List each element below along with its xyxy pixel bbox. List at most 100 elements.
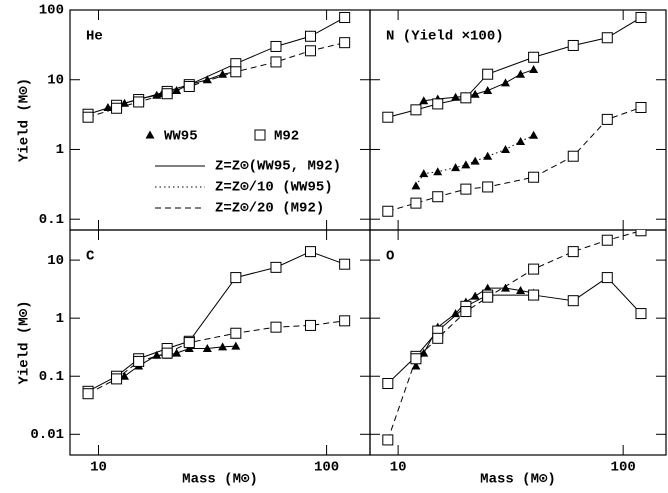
square-marker xyxy=(635,12,647,24)
square-marker xyxy=(460,92,472,104)
triangle-marker xyxy=(231,341,241,350)
square-marker xyxy=(339,37,351,49)
series-line xyxy=(387,276,642,384)
legend-label: M92 xyxy=(274,129,299,145)
triangle-marker xyxy=(433,167,443,176)
square-marker xyxy=(482,68,494,80)
square-marker xyxy=(460,306,472,318)
square-marker xyxy=(230,272,242,284)
square-marker xyxy=(528,289,540,301)
panel-label: O xyxy=(386,249,394,265)
square-marker xyxy=(601,32,613,44)
triangle-marker xyxy=(483,86,493,95)
series-line xyxy=(87,320,345,395)
square-marker xyxy=(528,263,540,275)
square-marker xyxy=(432,191,444,203)
square-marker xyxy=(410,353,422,365)
square-marker xyxy=(304,30,316,42)
triangle-marker xyxy=(411,361,421,370)
square-marker xyxy=(528,51,540,63)
square-marker xyxy=(567,246,579,258)
triangle-marker xyxy=(451,309,461,318)
square-marker xyxy=(304,246,316,258)
square-marker xyxy=(270,56,282,68)
triangle-marker xyxy=(145,130,155,139)
legend-label: Z=Z⊙/10 (WW95) xyxy=(215,180,333,196)
panel-frame xyxy=(69,9,371,231)
triangle-marker xyxy=(483,283,493,292)
square-marker xyxy=(304,45,316,57)
square-marker xyxy=(230,66,242,78)
series-line xyxy=(387,230,642,441)
square-marker xyxy=(270,40,282,52)
square-marker xyxy=(161,88,173,100)
square-marker xyxy=(382,205,394,217)
square-marker xyxy=(183,80,195,92)
square-marker xyxy=(254,129,266,141)
square-marker xyxy=(635,230,647,237)
panel-label: He xyxy=(86,29,103,45)
square-marker xyxy=(270,261,282,273)
y-tick-label: 1 xyxy=(56,311,64,327)
triangle-marker xyxy=(172,348,182,357)
triangle-marker xyxy=(419,96,429,105)
square-marker xyxy=(601,272,613,284)
triangle-marker xyxy=(419,348,429,357)
triangle-marker xyxy=(451,163,461,172)
square-marker xyxy=(382,377,394,389)
panel-label: C xyxy=(86,249,95,265)
square-marker xyxy=(432,98,444,110)
triangle-marker xyxy=(516,69,526,78)
triangle-marker xyxy=(461,160,471,169)
triangle-marker xyxy=(218,342,228,351)
legend-entry xyxy=(254,129,266,141)
legend-entry xyxy=(145,130,155,139)
y-tick-label: 10 xyxy=(47,72,64,88)
plot-area xyxy=(82,12,351,123)
triangle-marker xyxy=(529,65,539,74)
square-marker xyxy=(339,258,351,270)
triangle-marker xyxy=(500,283,510,292)
square-marker xyxy=(82,111,94,123)
triangle-marker xyxy=(172,86,182,95)
panel-frame xyxy=(69,229,371,456)
panel-label: N (Yield ×100) xyxy=(386,29,504,45)
square-marker xyxy=(230,327,242,339)
y-tick-label: 1 xyxy=(56,142,64,158)
square-marker xyxy=(183,337,195,349)
x-tick-label: 10 xyxy=(390,460,407,476)
triangle-marker xyxy=(202,344,212,353)
square-marker xyxy=(111,373,123,385)
y-tick-label: 100 xyxy=(39,3,64,19)
square-marker xyxy=(635,308,647,320)
triangle-marker xyxy=(529,130,539,139)
y-tick-label: 0.1 xyxy=(39,212,64,228)
square-marker xyxy=(382,111,394,123)
square-marker xyxy=(635,101,647,113)
square-marker xyxy=(111,102,123,114)
square-marker xyxy=(161,347,173,359)
plot-area xyxy=(382,230,647,446)
square-marker xyxy=(482,181,494,193)
square-marker xyxy=(270,321,282,333)
square-marker xyxy=(432,332,444,344)
triangle-marker xyxy=(119,371,129,380)
square-marker xyxy=(528,171,540,183)
square-marker xyxy=(339,315,351,327)
triangle-marker xyxy=(516,137,526,146)
square-marker xyxy=(82,388,94,400)
x-axis-label: Mass (M⊙) xyxy=(480,472,556,488)
x-tick-label: 100 xyxy=(314,460,339,476)
square-marker xyxy=(567,150,579,162)
triangle-marker xyxy=(516,285,526,294)
square-marker xyxy=(482,291,494,303)
square-marker xyxy=(460,183,472,195)
square-marker xyxy=(382,434,394,446)
series-line xyxy=(415,134,534,187)
square-marker xyxy=(133,355,145,367)
triangle-marker xyxy=(470,156,480,165)
y-tick-label: 0.01 xyxy=(30,427,64,443)
square-marker xyxy=(567,295,579,307)
legend-label: Z=Z⊙/20 (M92) xyxy=(215,201,324,217)
